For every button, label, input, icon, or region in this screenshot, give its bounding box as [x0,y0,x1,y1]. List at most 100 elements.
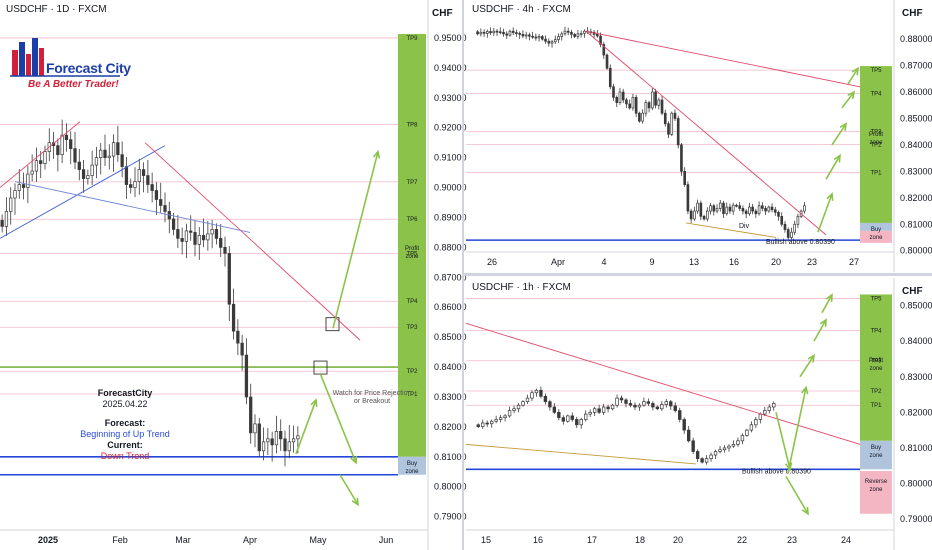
price-tick-label: 0.94000 [434,63,467,73]
candle-body [525,397,530,403]
candle-body [86,175,90,179]
candle-body [236,330,240,344]
time-tick-label: 26 [487,257,497,267]
target-label: TP4 [406,299,418,305]
price-tick-label: 0.90000 [434,183,467,193]
candle-body [773,209,777,213]
candle-body [557,36,560,41]
candle-body [544,38,547,42]
candle-body [628,403,633,406]
green-arrow-up-4 [821,294,833,314]
green-arrow-4-head [847,90,856,100]
green-arrow-3 [831,123,847,146]
price-tick-label: 0.87000 [900,61,932,71]
candle-body [736,440,740,445]
candle-body [642,401,646,406]
candle-body [727,445,731,449]
candle-body [543,395,548,403]
candle-body [728,206,732,212]
candle-body [64,134,69,141]
candle-body [699,202,703,217]
candle-body [560,33,564,37]
target-label: TP3 [870,130,882,136]
time-tick-label: 17 [587,535,597,545]
time-tick-label: 24 [841,535,851,545]
green-arrow-5 [847,67,859,85]
candle-body [244,354,249,398]
h1-chart-canvas[interactable]: TP5 TP4 TP3 TP2 TP1 Profit zone Buy zone Reverse z… [465,278,932,550]
candle-body [735,204,738,207]
candle-body [767,206,771,212]
candle-body [695,451,700,459]
candle-body [644,102,648,114]
green-arrow-down-1-head [784,462,793,472]
divergence-line [685,222,777,238]
forecast-city-logo: Forecast City Be A Better Trader! [10,36,131,92]
price-tick-label: 0.84000 [434,362,467,372]
target-label: TP8 [406,122,418,128]
candle-body [740,435,745,442]
bullish-annotation: Bullish above 0.80390 [766,239,835,246]
target-label: TP3 [870,359,882,365]
candle-body [596,34,599,37]
candle-body [481,422,485,427]
price-tick-label: 0.85000 [900,113,932,123]
candle-body [274,431,279,446]
candle-body [637,404,642,408]
candle-body [270,438,274,446]
candle-body [171,218,176,230]
h4-chart-panel[interactable]: TP5 TP4 TP3 TP2 TP1 Profit zone Buy zone 0.88000 0… [466,0,932,272]
price-tick-label: 0.91000 [434,153,467,163]
price-tick-label: 0.88000 [900,34,932,44]
green-arrow-3-head [839,122,848,131]
h4-chart-canvas[interactable]: TP5 TP4 TP3 TP2 TP1 Profit zone Buy zone 0.88000 0… [466,0,932,272]
green-arrow-to-rejection-head [310,398,318,407]
candle-body [485,422,489,425]
candle-body [761,205,764,209]
candle-body [624,399,628,404]
target-label: TP5 [870,68,882,74]
candle-body [495,30,499,33]
candle-body [193,232,197,245]
candle-body [94,157,99,166]
price-tick-label: 0.83000 [900,372,932,382]
candle-body [240,342,244,356]
price-tick-label: 0.79000 [434,512,467,522]
candle-body [479,31,483,35]
target-label: TP1 [870,171,882,177]
h1-chart-header: USDCHF · 1h · FXCM [472,282,571,293]
price-tick-label: 0.81000 [900,219,932,229]
time-tick-label: Apr [551,257,565,267]
candle-body [39,160,43,164]
candle-body [706,210,709,220]
green-arrow-deep-down [339,474,359,506]
daily-chart-canvas[interactable]: TP9 TP8 TP7 TP6 TP5 TP4 TP3 TP2 TP1 Profit zone Buy… [0,0,467,550]
candle-body [9,197,13,212]
candle-body [621,91,625,101]
candle-body [524,34,528,37]
candle-body [709,205,712,212]
h1-chart-panel[interactable]: TP5 TP4 TP3 TP2 TP1 Profit zone Buy zone Reverse z… [465,278,932,550]
candle-body [744,210,748,215]
daily-chart-panel[interactable]: TP9 TP8 TP7 TP6 TP5 TP4 TP3 TP2 TP1 Profit zone Buy… [0,0,467,550]
candle-body [669,401,673,407]
candle-body [553,39,557,43]
candle-body [584,413,588,420]
panel-divider-horizontal[interactable] [464,273,932,276]
candle-body [486,31,489,34]
candle-body [583,30,586,34]
target-label: TP5 [870,296,882,302]
zone-label: Profit [405,246,419,252]
candle-body [503,415,507,419]
candle-body [597,408,601,413]
logo-title: Forecast City [46,60,131,76]
candle-body [21,184,26,188]
candle-body [539,389,543,397]
panel-divider-vertical[interactable] [462,0,464,550]
candle-body [667,123,670,135]
buy-zone-box [860,222,892,231]
candle-body [210,229,214,235]
candle-body [634,96,638,114]
target-label: TP3 [406,325,418,331]
time-tick-label: 4 [601,257,606,267]
